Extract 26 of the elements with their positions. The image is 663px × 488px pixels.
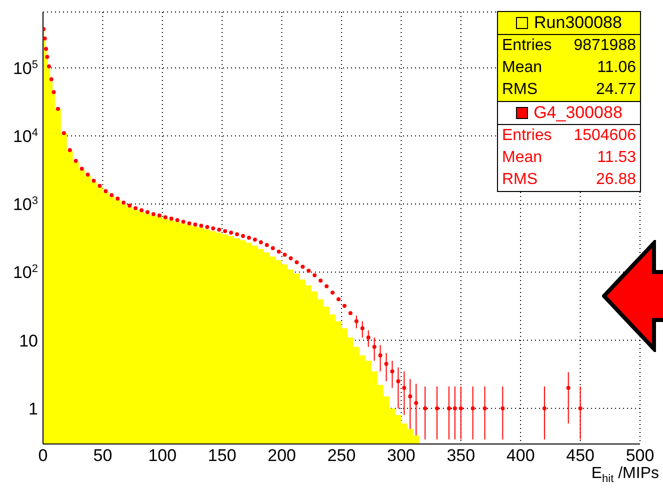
y-tick-label: 10$^{5}$: [12, 58, 38, 78]
x-tick-label: 250: [327, 446, 356, 465]
x-tick-label: 0: [38, 446, 48, 465]
x-tick-label: 150: [208, 446, 236, 465]
y-tick-label: 10$^{4}$: [12, 126, 38, 146]
text: RMS 24.77: [502, 81, 636, 98]
text: Entries 1504606: [502, 127, 636, 144]
text: Mean 11.53: [502, 149, 636, 166]
x-tick-label: 500: [626, 446, 654, 465]
x-tick-label: 350: [446, 446, 476, 465]
text: Entries 9871988: [502, 37, 636, 54]
x-tick-label: 50: [93, 446, 112, 465]
y-tick-label: 10$^{3}$: [12, 195, 38, 214]
x-tick-label: 100: [148, 446, 177, 465]
x-axis-title: E$_{hit}$ /MIPs: [591, 464, 659, 485]
x-tick-label: 300: [387, 446, 416, 465]
y-tick-label: 10$^{2}$: [12, 263, 38, 282]
y-tick-label: 1: [28, 399, 38, 418]
x-tick-label: 400: [506, 446, 535, 465]
text: Mean 11.06: [502, 59, 636, 76]
x-tick-label: 200: [268, 446, 296, 465]
legend-label: Run300088: [534, 12, 622, 34]
text: RMS 26.88: [502, 171, 636, 188]
x-tick-label: 450: [566, 446, 594, 465]
y-tick-label: 10: [19, 331, 38, 350]
legend-label: G4_300088: [534, 102, 622, 124]
